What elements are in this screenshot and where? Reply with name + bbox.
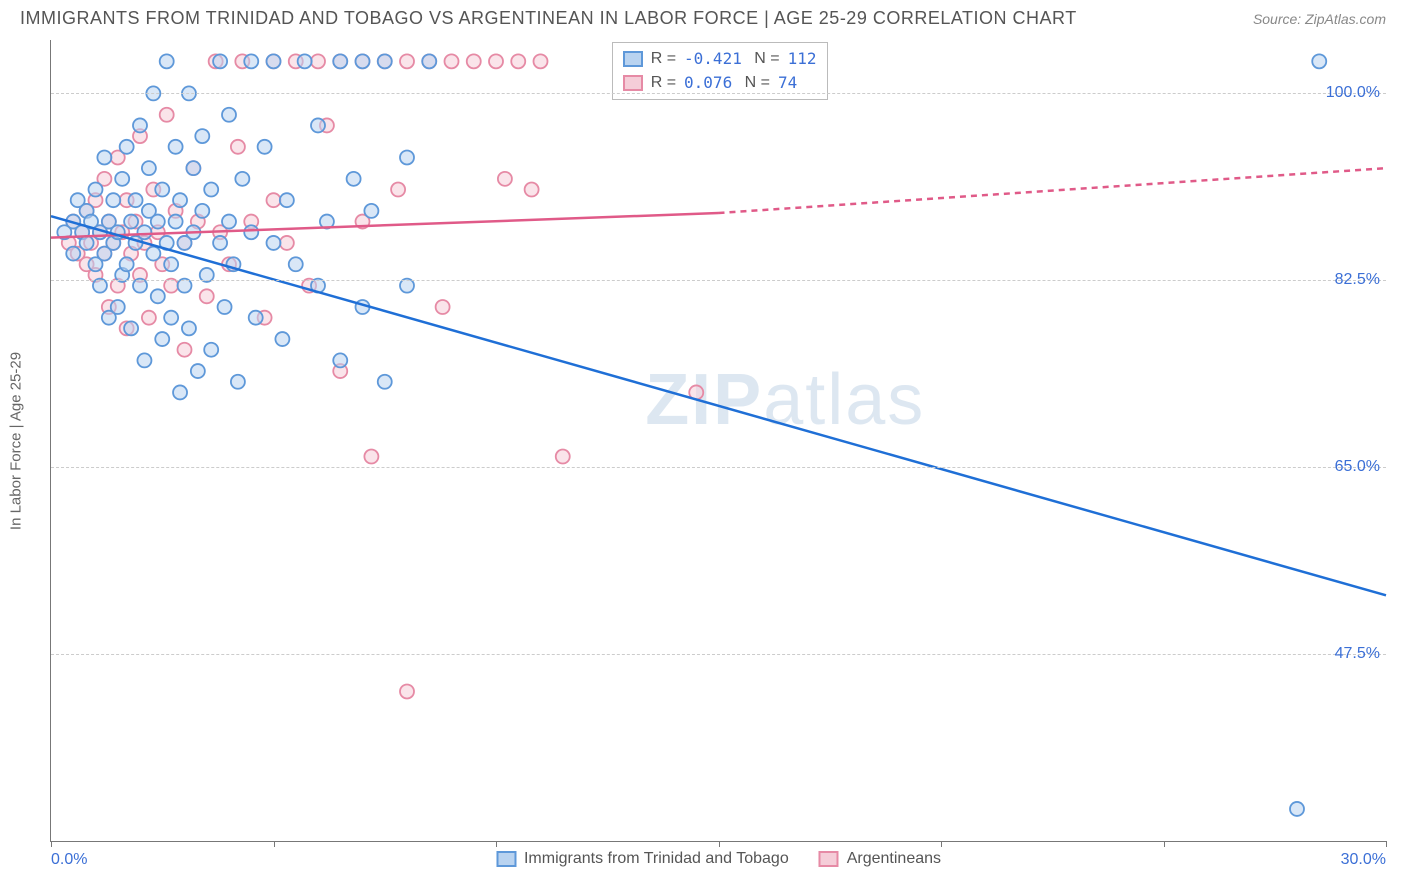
legend-label-trinidad: Immigrants from Trinidad and Tobago [524,847,789,871]
x-tick [496,841,497,847]
gridline [51,654,1386,655]
n-label: N = [750,47,780,71]
r-label: R = [651,71,676,95]
y-tick-label: 65.0% [1335,458,1380,476]
chart-container: ZIPatlas In Labor Force | Age 25-29 R = … [50,40,1386,842]
n-value-trinidad: 112 [788,47,817,71]
r-label: R = [651,47,676,71]
r-value-argentina: 0.076 [684,71,732,95]
series-legend: Immigrants from Trinidad and Tobago Arge… [496,847,941,871]
x-tick [1164,841,1165,847]
x-tick [1386,841,1387,847]
x-axis-end-label: 30.0% [1341,851,1386,869]
legend-item-argentina: Argentineans [819,847,941,871]
chart-title: IMMIGRANTS FROM TRINIDAD AND TOBAGO VS A… [20,8,1077,29]
x-axis-start-label: 0.0% [51,851,87,869]
swatch-icon [819,851,839,867]
swatch-icon [623,51,643,67]
swatch-icon [496,851,516,867]
legend-label-argentina: Argentineans [847,847,941,871]
r-value-trinidad: -0.421 [684,47,742,71]
x-tick [719,841,720,847]
gridline [51,280,1386,281]
swatch-icon [623,75,643,91]
plot-svg [51,40,1386,841]
x-tick [51,841,52,847]
gridline [51,93,1386,94]
x-tick [274,841,275,847]
correlation-legend: R = -0.421 N = 112 R = 0.076 N = 74 [612,42,828,100]
x-tick [941,841,942,847]
y-tick-label: 82.5% [1335,271,1380,289]
legend-item-trinidad: Immigrants from Trinidad and Tobago [496,847,789,871]
legend-row-argentina: R = 0.076 N = 74 [623,71,817,95]
n-value-argentina: 74 [778,71,797,95]
legend-row-trinidad: R = -0.421 N = 112 [623,47,817,71]
y-tick-label: 100.0% [1326,84,1380,102]
gridline [51,467,1386,468]
y-axis-label: In Labor Force | Age 25-29 [8,351,25,529]
n-label: N = [740,71,770,95]
source-attribution: Source: ZipAtlas.com [1253,11,1386,27]
y-tick-label: 47.5% [1335,645,1380,663]
plot-area: ZIPatlas In Labor Force | Age 25-29 R = … [50,40,1386,842]
